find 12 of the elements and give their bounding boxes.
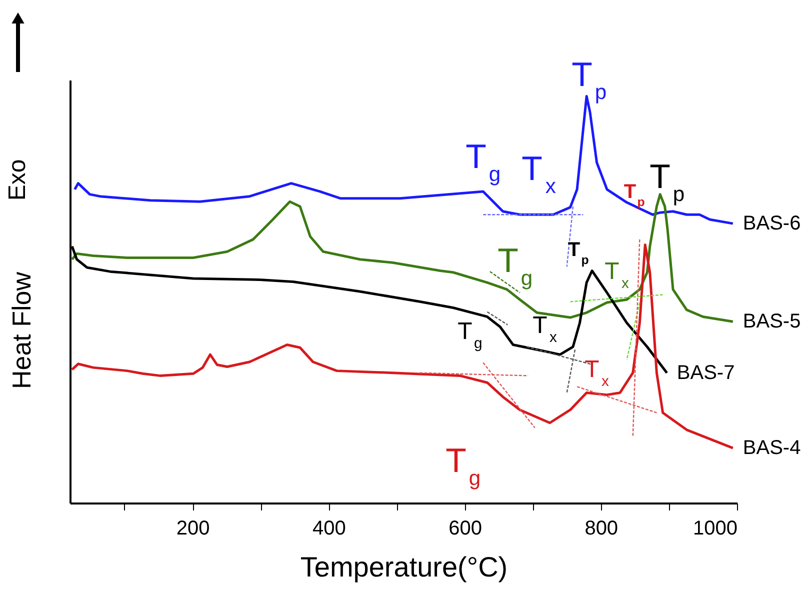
series-label: BAS-5 [742, 310, 801, 333]
series-label: BAS-4 [742, 437, 801, 460]
x-tick-label: 1000 [693, 518, 738, 540]
x-tick-label: 600 [448, 518, 482, 540]
x-axis-title: Temperature(°C) [300, 552, 508, 582]
y-axis-title: Heat Flow [6, 272, 36, 390]
series-label: BAS-6 [742, 212, 801, 235]
text: Exo [4, 159, 31, 201]
x-tick-label: 800 [584, 518, 618, 540]
x-tick-label: 400 [312, 518, 346, 540]
series-label: BAS-7 [676, 362, 735, 384]
x-tick-label: 200 [176, 518, 210, 540]
